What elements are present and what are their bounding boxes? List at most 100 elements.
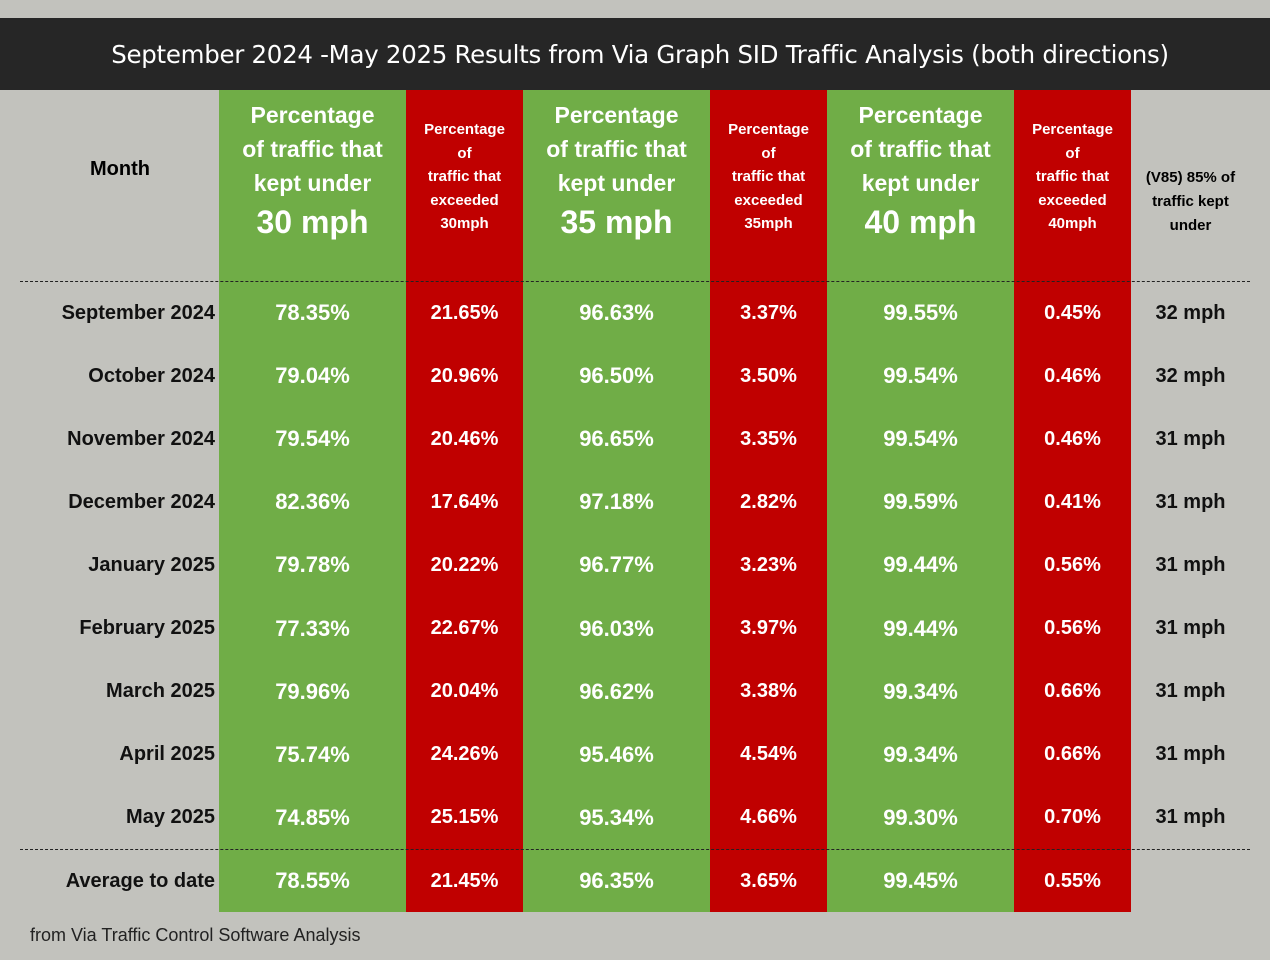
- cell-exceeded-40: 0.56%: [1044, 617, 1101, 639]
- table-row: November 2024 79.54% 20.46% 96.65% 3.35% 99.5…: [0, 419, 1270, 459]
- cell-v85: 31 mph: [1155, 617, 1226, 639]
- cell-month: January 2025: [88, 553, 215, 576]
- header-line: of: [1065, 144, 1080, 162]
- cell-kept-under-30: 78.55%: [275, 868, 350, 893]
- header-speed: 40 mph: [864, 204, 977, 240]
- cell-kept-under-40: 99.55%: [883, 300, 958, 325]
- table-row: March 2025 79.96% 20.04% 96.62% 3.38% 99.34% 0…: [0, 672, 1270, 712]
- cell-month: October 2024: [88, 364, 215, 387]
- cell-kept-under-35: 96.63%: [579, 300, 654, 325]
- cell-exceeded-40: 0.70%: [1044, 806, 1101, 829]
- cell-kept-under-40: 99.34%: [883, 678, 958, 704]
- page-title: September 2024 -May 2025 Results from Vi…: [111, 39, 1169, 69]
- header-line: of traffic that: [850, 136, 991, 162]
- header-speed: 30mph: [440, 215, 489, 232]
- header-divider: [20, 281, 1250, 282]
- cell-v85: 31 mph: [1155, 806, 1226, 829]
- cell-month: February 2025: [79, 617, 215, 639]
- table-row: April 2025 75.74% 24.26% 95.46% 4.54% 99.34% 0…: [0, 735, 1270, 775]
- cell-kept-under-35: 96.77%: [579, 552, 654, 578]
- header-month: Month: [20, 90, 220, 248]
- cell-exceeded-35: 3.38%: [740, 680, 797, 703]
- cell-exceeded-40: 0.41%: [1044, 490, 1101, 513]
- cell-exceeded-40: 0.46%: [1044, 364, 1101, 387]
- header-v85: (V85) 85% of traffic kept under: [1131, 166, 1250, 356]
- header-speed: 35mph: [744, 215, 793, 232]
- cell-kept-under-30: 77.33%: [275, 615, 350, 641]
- cell-exceeded-30: 20.04%: [430, 680, 499, 703]
- cell-v85: 31 mph: [1155, 680, 1226, 703]
- table-row: December 2024 82.36% 17.64% 97.18% 2.82% 99.5…: [0, 482, 1270, 522]
- cell-kept-under-40: 99.45%: [883, 868, 958, 893]
- cell-kept-under-30: 79.96%: [275, 678, 350, 704]
- header-kept-under-35: Percentage of traffic that kept under 35…: [523, 98, 710, 288]
- table-row: October 2024 79.04% 20.96% 96.50% 3.50% 99.54…: [0, 356, 1270, 396]
- header-exceeded-30: Percentage of traffic that exceeded 30mp…: [406, 118, 523, 308]
- cell-kept-under-30: 79.78%: [275, 552, 350, 578]
- header-line: (V85) 85% of: [1145, 169, 1236, 186]
- header-exceeded-40: Percentage of traffic that exceeded 40mp…: [1014, 118, 1131, 308]
- header-speed: 30 mph: [256, 204, 369, 240]
- title-bar: September 2024 -May 2025 Results from Vi…: [0, 18, 1270, 90]
- header-line: kept under: [253, 170, 372, 196]
- header-speed: 35 mph: [560, 204, 673, 240]
- cell-kept-under-35: 97.18%: [579, 489, 654, 515]
- cell-kept-under-35: 95.34%: [579, 804, 654, 830]
- cell-kept-under-30: 82.36%: [275, 489, 350, 515]
- cell-kept-under-40: 99.30%: [883, 804, 958, 830]
- cell-v85: 32 mph: [1155, 364, 1226, 387]
- cell-kept-under-40: 99.54%: [883, 426, 958, 452]
- cell-month: September 2024: [61, 301, 215, 324]
- cell-exceeded-30: 20.46%: [430, 427, 499, 450]
- header-line: traffic that: [1035, 168, 1110, 185]
- cell-kept-under-30: 78.35%: [275, 300, 350, 325]
- cell-exceeded-35: 2.82%: [740, 490, 797, 513]
- header-line: kept under: [861, 170, 980, 196]
- cell-kept-under-40: 99.44%: [883, 615, 958, 641]
- cell-exceeded-40: 0.45%: [1044, 301, 1101, 324]
- cell-exceeded-30: 22.67%: [430, 617, 499, 639]
- cell-month: December 2024: [68, 490, 215, 513]
- cell-kept-under-35: 96.65%: [579, 426, 654, 452]
- header-kept-under-40: Percentage of traffic that kept under 40…: [827, 98, 1014, 288]
- average-label: Average to date: [65, 869, 215, 892]
- header-line: traffic that: [731, 168, 806, 185]
- cell-kept-under-40: 99.34%: [883, 741, 958, 767]
- cell-v85: 31 mph: [1155, 553, 1226, 576]
- cell-exceeded-30: 20.96%: [430, 364, 499, 387]
- cell-exceeded-35: 4.54%: [740, 743, 797, 766]
- cell-month: November 2024: [67, 427, 215, 450]
- header-line: of: [457, 144, 472, 162]
- cell-exceeded-40: 0.66%: [1044, 743, 1101, 766]
- header-line: under: [1169, 217, 1212, 234]
- header-line: of traffic that: [242, 136, 383, 162]
- cell-kept-under-40: 99.54%: [883, 363, 958, 389]
- column-exceeded-30: [406, 90, 523, 912]
- header-line: exceeded: [1038, 191, 1107, 209]
- cell-kept-under-40: 99.59%: [883, 489, 958, 515]
- header-line: exceeded: [734, 191, 803, 209]
- cell-v85: 31 mph: [1155, 743, 1226, 766]
- header-line: traffic that: [427, 168, 502, 185]
- header-exceeded-35: Percentage of traffic that exceeded 35mp…: [710, 118, 827, 308]
- column-kept-under-35: [523, 90, 710, 912]
- cell-exceeded-30: 24.26%: [430, 743, 499, 766]
- cell-exceeded-40: 0.46%: [1044, 427, 1101, 450]
- column-kept-under-40: [827, 90, 1014, 912]
- cell-kept-under-35: 96.50%: [579, 363, 654, 389]
- cell-kept-under-30: 79.54%: [275, 426, 350, 452]
- header-line: Percentage: [424, 121, 505, 138]
- header-line: Percentage: [858, 102, 983, 128]
- cell-month: May 2025: [126, 806, 215, 829]
- cell-exceeded-30: 21.45%: [430, 869, 499, 892]
- cell-exceeded-35: 3.50%: [740, 364, 797, 387]
- cell-exceeded-30: 25.15%: [430, 806, 499, 829]
- cell-v85: 31 mph: [1155, 427, 1226, 450]
- cell-exceeded-35: 3.37%: [740, 301, 797, 324]
- cell-v85: 31 mph: [1155, 490, 1226, 513]
- cell-month: March 2025: [106, 680, 215, 703]
- table-row: February 2025 77.33% 22.67% 96.03% 3.97% 99.4…: [0, 609, 1270, 649]
- header-line: Percentage: [728, 121, 809, 138]
- header-line: exceeded: [430, 191, 499, 209]
- cell-kept-under-30: 79.04%: [275, 363, 350, 389]
